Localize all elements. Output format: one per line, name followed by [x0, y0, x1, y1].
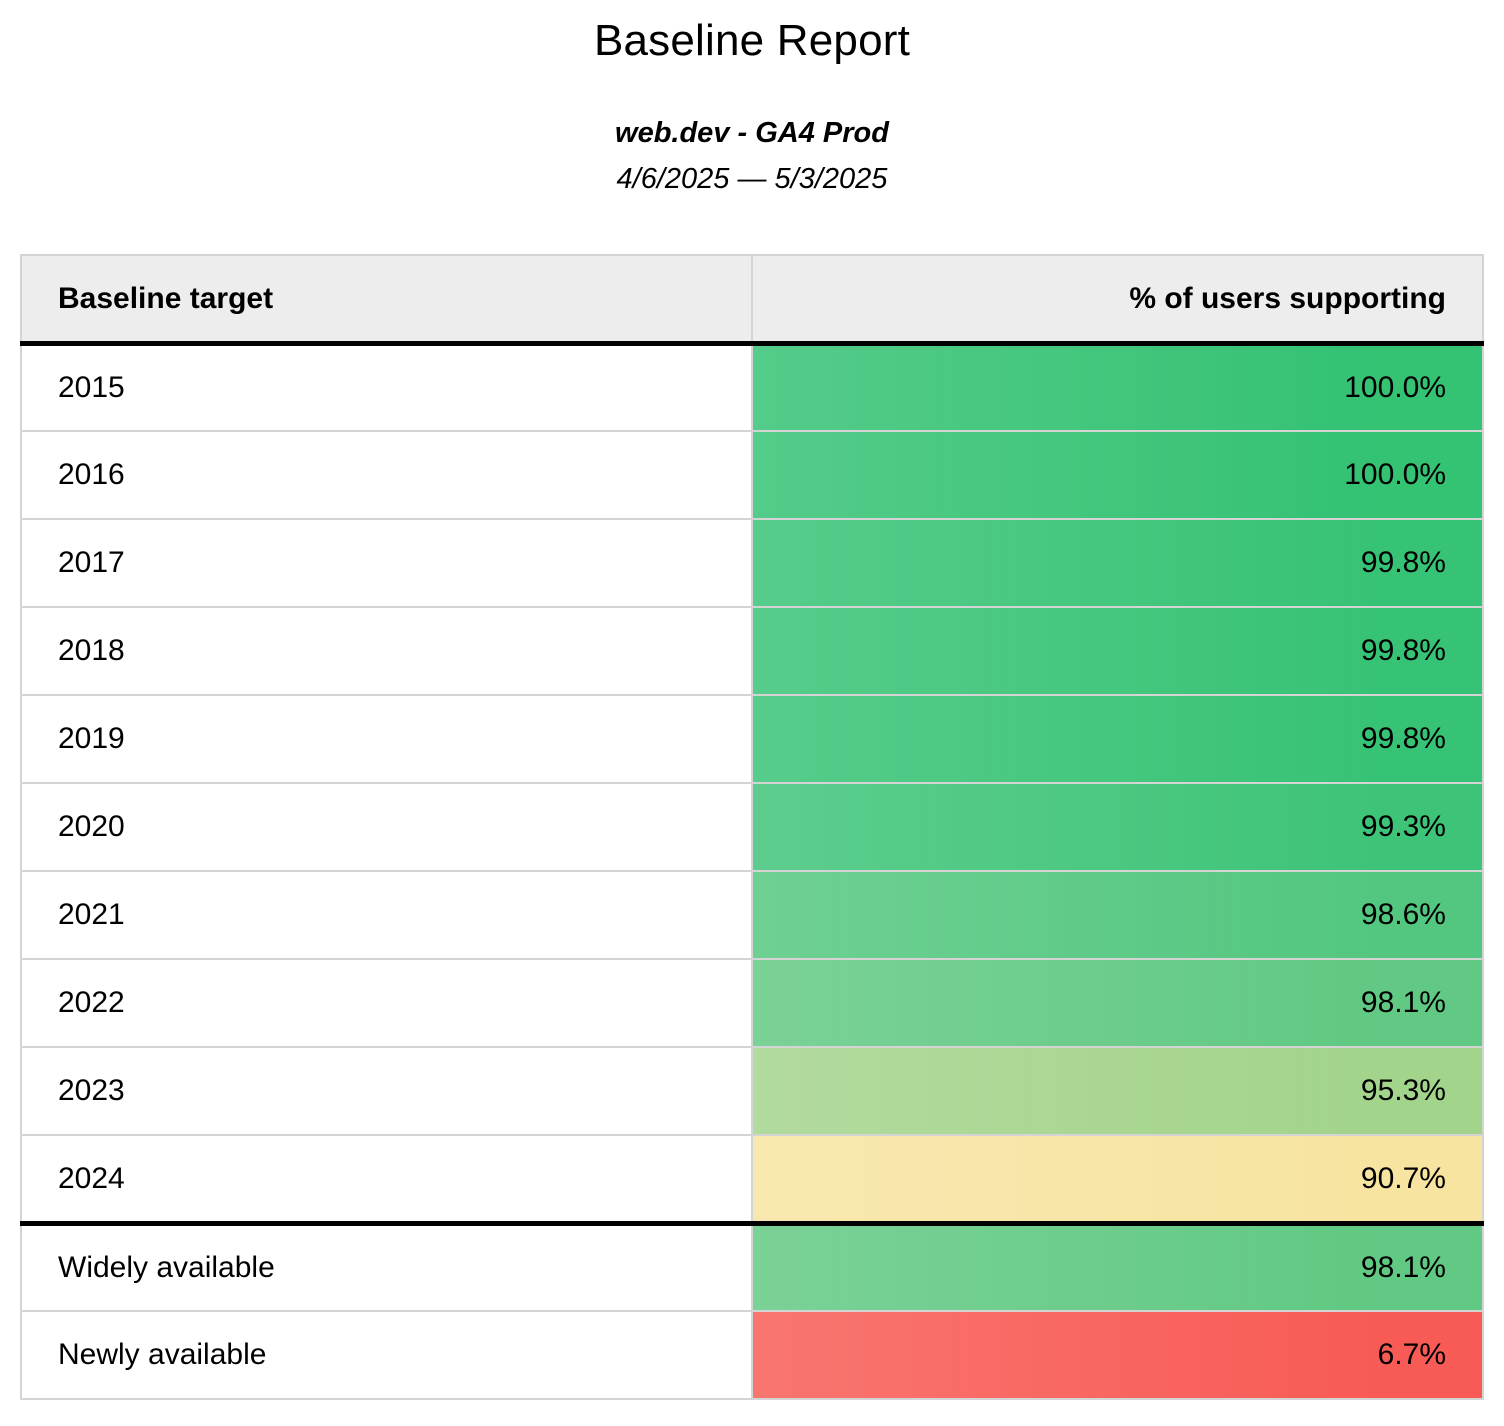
row-value: 98.1%	[751, 1222, 1484, 1313]
row-value: 99.8%	[751, 694, 1484, 785]
table-row: Newly available 6.7%	[20, 1310, 1484, 1401]
column-header-users-supporting: % of users supporting	[751, 254, 1484, 346]
table-row: 2015 100.0%	[20, 342, 1484, 433]
row-value: 100.0%	[751, 430, 1484, 521]
row-label: 2022	[20, 958, 753, 1049]
header-row: Baseline target % of users supporting	[20, 254, 1484, 346]
table-row: 2021 98.6%	[20, 870, 1484, 961]
table-body: 2015 100.0% 2016 100.0% 2017 99.8% 2018 …	[20, 342, 1484, 1401]
table-row: 2016 100.0%	[20, 430, 1484, 521]
page-title: Baseline Report	[593, 16, 911, 65]
baseline-table: Baseline target % of users supporting 20…	[20, 254, 1484, 1401]
row-label: 2015	[20, 342, 753, 433]
row-value: 99.3%	[751, 782, 1484, 873]
table-row: 2018 99.8%	[20, 606, 1484, 697]
table-row: 2024 90.7%	[20, 1134, 1484, 1226]
row-label: 2019	[20, 694, 753, 785]
row-value: 98.1%	[751, 958, 1484, 1049]
row-label: 2024	[20, 1134, 753, 1226]
report-subtitle: web.dev - GA4 Prod	[615, 116, 889, 149]
row-label: 2018	[20, 606, 753, 697]
table-row: 2023 95.3%	[20, 1046, 1484, 1137]
row-label: 2021	[20, 870, 753, 961]
row-value: 98.6%	[751, 870, 1484, 961]
table-row: 2019 99.8%	[20, 694, 1484, 785]
table-row: 2020 99.3%	[20, 782, 1484, 873]
row-label: 2017	[20, 518, 753, 609]
row-value: 100.0%	[751, 342, 1484, 433]
row-label: 2016	[20, 430, 753, 521]
row-label: 2020	[20, 782, 753, 873]
table-header: Baseline target % of users supporting	[20, 254, 1484, 346]
table-row: Widely available 98.1%	[20, 1222, 1484, 1313]
row-value: 99.8%	[751, 606, 1484, 697]
table-row: 2017 99.8%	[20, 518, 1484, 609]
row-label: Widely available	[20, 1222, 753, 1313]
column-header-baseline-target: Baseline target	[20, 254, 753, 346]
row-value: 90.7%	[751, 1134, 1484, 1226]
row-value: 95.3%	[751, 1046, 1484, 1137]
row-label: Newly available	[20, 1310, 753, 1401]
row-value: 99.8%	[751, 518, 1484, 609]
report-date-range: 4/6/2025 — 5/3/2025	[616, 162, 888, 195]
row-label: 2023	[20, 1046, 753, 1137]
table-row: 2022 98.1%	[20, 958, 1484, 1049]
row-value: 6.7%	[751, 1310, 1484, 1401]
